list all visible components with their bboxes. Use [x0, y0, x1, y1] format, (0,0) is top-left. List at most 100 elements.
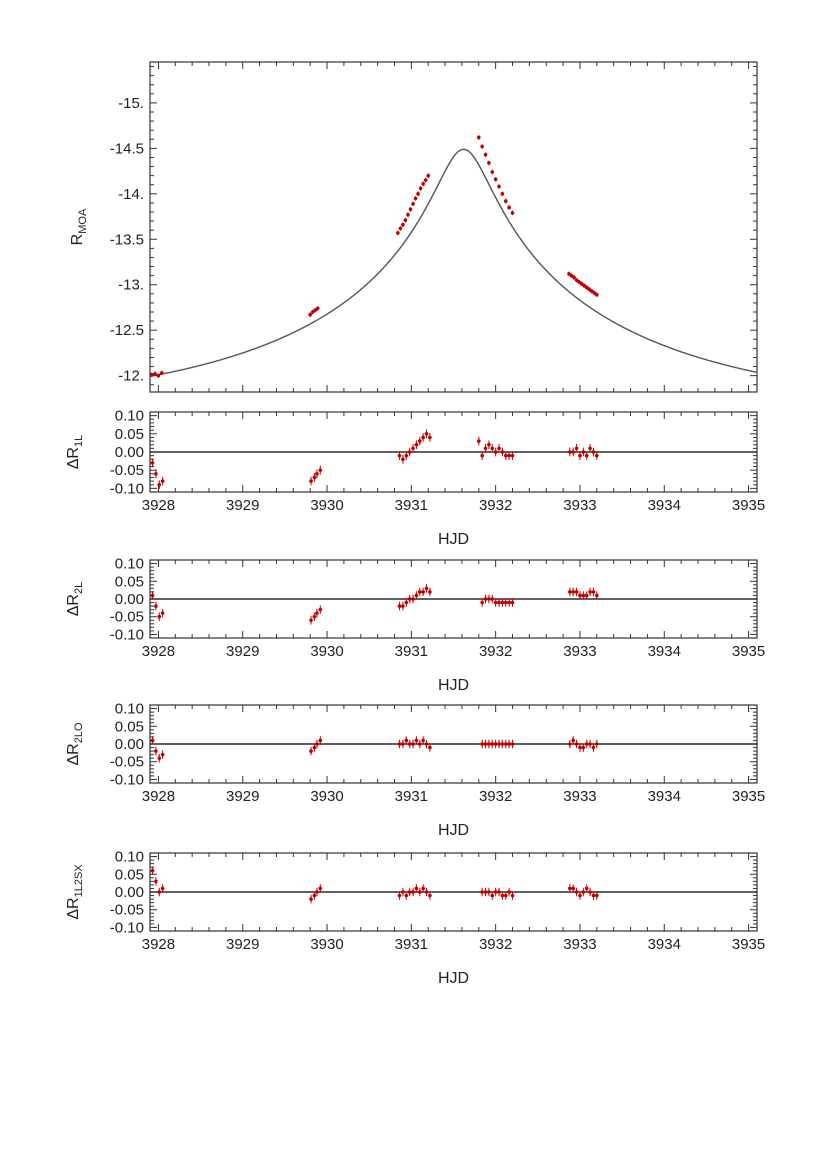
data-point: [150, 372, 154, 377]
data-point: [588, 742, 592, 746]
data-point: [487, 742, 491, 746]
data-point: [493, 890, 498, 894]
data-point: [595, 593, 599, 598]
data-point: [150, 868, 155, 873]
data-point: [421, 435, 425, 440]
data-point: [493, 742, 498, 746]
data-point: [411, 742, 415, 746]
y-tick-label: -0.05: [110, 902, 144, 919]
data-point: [568, 886, 572, 891]
x-tick-label: 3934: [648, 788, 681, 805]
data-point: [568, 450, 572, 454]
data-point: [510, 600, 515, 605]
x-tick-label: 3928: [142, 788, 175, 805]
y-tick-label: 0.05: [115, 573, 144, 590]
x-tick-label: 3934: [648, 497, 681, 514]
data-point: [591, 590, 596, 594]
panels: -12.-12.5-13.-13.5-14.-14.5-15.RMOA0.100…: [65, 61, 765, 987]
data-point: [157, 614, 162, 619]
data-point: [480, 144, 484, 149]
x-tick-label: 3933: [563, 497, 596, 514]
data-point: [584, 886, 589, 891]
data-point: [589, 289, 594, 293]
data-point: [497, 184, 501, 189]
y-tick-label: 0.00: [115, 736, 144, 753]
y-tick-label: 0.05: [115, 426, 144, 443]
data-point: [595, 292, 599, 297]
data-point: [150, 461, 155, 465]
x-tick-label: 3931: [395, 497, 428, 514]
y-tick-label: -0.10: [110, 771, 144, 788]
data-point: [156, 373, 161, 378]
data-point: [318, 886, 323, 891]
data-point: [572, 275, 576, 280]
data-point: [582, 283, 586, 288]
x-tick-label: 3929: [226, 643, 259, 660]
data-point: [421, 738, 425, 743]
data-point: [500, 192, 505, 196]
data-point: [581, 745, 586, 750]
data-point: [493, 600, 498, 605]
plot-area: [150, 866, 757, 904]
data-point: [411, 446, 415, 451]
data-point: [493, 177, 498, 182]
data-point: [315, 611, 319, 615]
data-point: [490, 742, 495, 746]
data-point: [507, 890, 511, 894]
data-point: [584, 285, 589, 290]
data-point: [480, 742, 484, 746]
data-point: [476, 135, 481, 140]
data-point: [414, 886, 419, 891]
data-point: [160, 371, 164, 375]
data-point: [568, 742, 572, 746]
x-axis-title: HJD: [438, 677, 469, 694]
y-tick-label: 0.10: [115, 849, 144, 866]
plot-area: [150, 584, 757, 625]
data-point: [581, 890, 586, 894]
y-axis-title-main: ΔR: [65, 897, 82, 919]
data-point: [418, 186, 423, 191]
y-axis-title-subscript: 2LO: [73, 722, 85, 743]
data-point: [497, 600, 501, 605]
y-tick-label: -0.05: [110, 754, 144, 771]
data-point: [153, 372, 157, 376]
data-point: [591, 745, 596, 750]
x-tick-label: 3930: [310, 936, 343, 953]
data-point: [487, 442, 491, 447]
y-tick-label: -13.: [118, 277, 144, 294]
data-point: [309, 479, 313, 483]
data-point: [397, 604, 402, 608]
data-point: [309, 749, 313, 753]
y-axis-title: ΔR2LO: [65, 722, 85, 765]
x-tick-label: 3928: [142, 643, 175, 660]
data-point: [312, 614, 317, 619]
data-point: [587, 287, 592, 292]
data-point: [414, 593, 419, 598]
data-point: [571, 590, 576, 594]
data-point: [421, 886, 425, 891]
y-axis-title-subscript: 1L: [73, 435, 85, 447]
data-point: [407, 597, 412, 601]
x-axis-title: HJD: [438, 822, 469, 839]
plot-frame: [149, 61, 758, 393]
data-point: [401, 222, 405, 227]
data-point: [160, 611, 165, 615]
data-point: [310, 310, 315, 314]
data-point: [160, 752, 165, 757]
data-point: [312, 475, 317, 480]
data-point: [510, 211, 515, 215]
x-axis-title: HJD: [438, 970, 469, 987]
data-point: [313, 308, 318, 312]
y-axis-title-main: ΔR: [65, 447, 82, 469]
data-point: [588, 890, 592, 894]
x-tick-label: 3932: [479, 497, 512, 514]
data-point: [571, 886, 576, 891]
y-tick-label: 0.00: [115, 444, 144, 461]
data-point: [414, 442, 419, 447]
data-point: [404, 893, 409, 898]
data-point: [507, 453, 511, 458]
data-point: [428, 893, 432, 898]
data-point: [490, 597, 495, 601]
plot-area: [150, 135, 757, 378]
data-point: [397, 742, 402, 746]
